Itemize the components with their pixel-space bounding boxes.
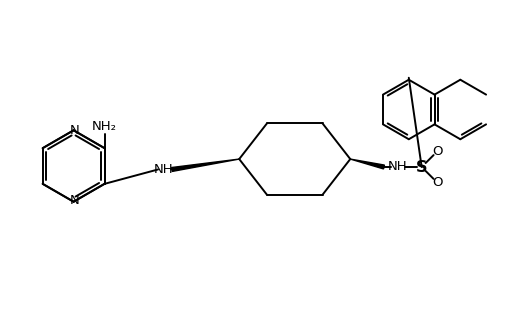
Text: NH₂: NH₂ bbox=[92, 120, 117, 133]
Polygon shape bbox=[350, 159, 384, 169]
Text: O: O bbox=[432, 176, 443, 189]
Text: N: N bbox=[70, 124, 79, 137]
Text: N: N bbox=[70, 194, 79, 207]
Text: S: S bbox=[416, 160, 428, 174]
Polygon shape bbox=[172, 159, 239, 171]
Text: NH: NH bbox=[388, 161, 408, 173]
Text: O: O bbox=[432, 145, 443, 158]
Text: NH: NH bbox=[154, 163, 174, 176]
